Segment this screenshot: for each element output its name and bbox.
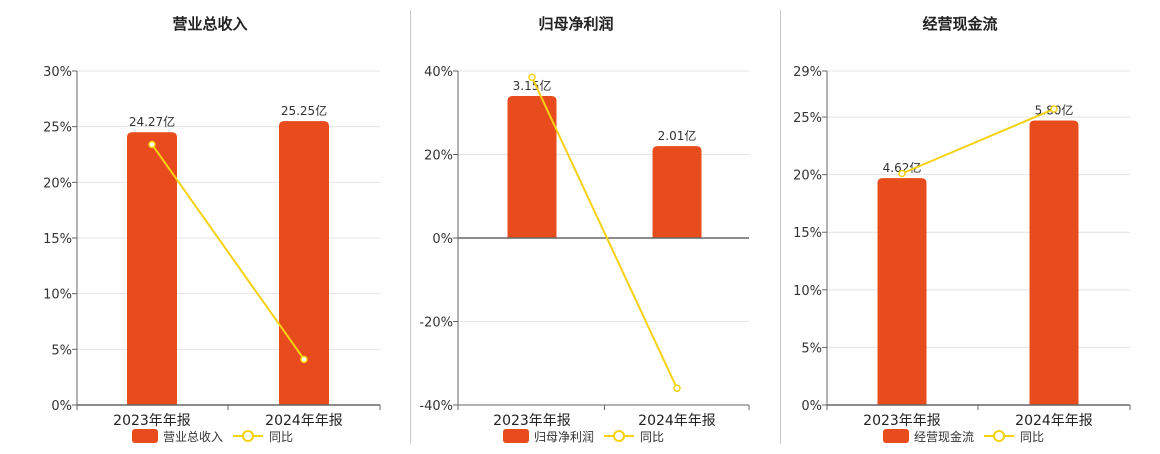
chart-panel-revenue: 营业总收入 0% 5% 10% 15% 20% 25% 30% 24.27亿 25.25亿 2023… xyxy=(0,0,410,450)
yoy-point xyxy=(1050,105,1058,113)
chart-panel-net-profit: 归母净利润 -40% -20% 0% 20% 40% 3.15亿 2.01亿 2023年年报 20… xyxy=(411,0,780,450)
y-tick-label: 40% xyxy=(424,65,453,80)
bar-data-label: 2.01亿 xyxy=(658,128,697,143)
y-tick-label: 20% xyxy=(43,176,72,191)
legend-line-marker xyxy=(613,430,625,442)
y-tick-label: 15% xyxy=(43,232,72,247)
bar xyxy=(1029,120,1079,405)
y-tick-label: 20% xyxy=(424,149,453,164)
chart-title: 营业总收入 xyxy=(172,15,247,33)
revenue-chart: 营业总收入 0% 5% 10% 15% 20% 25% 30% 24.27亿 25.25亿 2023… xyxy=(43,15,381,444)
bar xyxy=(652,146,702,238)
bar xyxy=(127,132,177,405)
y-tick-label: 29% xyxy=(793,65,822,80)
y-tick-label: 5% xyxy=(51,343,72,358)
y-tick-label: 25% xyxy=(43,121,72,136)
x-tick-label: 2024年年报 xyxy=(265,413,343,429)
legend-label-bar: 营业总收入 xyxy=(163,430,223,444)
bar xyxy=(507,96,557,238)
x-tick-label: 2024年年报 xyxy=(638,413,716,429)
x-tick-label: 2023年年报 xyxy=(493,413,571,429)
yoy-point xyxy=(528,73,536,82)
y-tick-label: -20% xyxy=(419,316,453,331)
x-tick-label: 2024年年报 xyxy=(1015,413,1093,429)
legend-line-marker xyxy=(242,430,254,442)
yoy-point xyxy=(673,384,681,393)
y-tick-label: 15% xyxy=(793,226,822,241)
legend-bar-swatch xyxy=(503,429,529,443)
yoy-line xyxy=(151,143,305,360)
bar xyxy=(279,121,329,405)
y-tick-label: 10% xyxy=(793,284,822,299)
panel-divider xyxy=(410,10,411,444)
y-tick-label: 0% xyxy=(801,399,822,414)
yoy-line xyxy=(531,76,678,389)
yoy-point xyxy=(898,169,906,178)
bar-data-label: 3.15亿 xyxy=(513,78,552,93)
y-tick-label: 0% xyxy=(432,232,453,247)
chart-title: 经营现金流 xyxy=(922,15,997,33)
bar-data-label: 24.27亿 xyxy=(129,114,175,129)
y-tick-label: 30% xyxy=(43,65,72,80)
legend-label-bar: 经营现金流 xyxy=(914,429,974,444)
panel-divider xyxy=(780,10,781,444)
bar xyxy=(877,178,927,405)
yoy-point xyxy=(300,355,308,364)
y-tick-label: 25% xyxy=(793,111,822,126)
yoy-line xyxy=(901,108,1055,175)
legend-label-bar: 归母净利润 xyxy=(534,430,594,444)
y-tick-label: 20% xyxy=(793,169,822,184)
legend-label-line: 同比 xyxy=(640,430,664,444)
legend-line-marker xyxy=(993,430,1005,442)
y-tick-label: 5% xyxy=(801,341,822,356)
chart-panel-cash-flow: 经营现金流0%5%10%15%20%25%29%4.62亿5.80亿2023年年… xyxy=(781,0,1160,450)
legend-label-line: 同比 xyxy=(269,430,293,444)
y-tick-label: 10% xyxy=(43,288,72,303)
chart-title: 归母净利润 xyxy=(538,15,613,33)
bar-data-label: 25.25亿 xyxy=(281,103,327,118)
net-profit-chart: 归母净利润 -40% -20% 0% 20% 40% 3.15亿 2.01亿 2023年年报 20… xyxy=(419,15,750,444)
legend-bar-swatch xyxy=(132,429,158,443)
legend-bar-swatch xyxy=(883,429,909,443)
y-tick-label: 0% xyxy=(51,399,72,414)
bar-data-label: 4.62亿 xyxy=(883,160,922,175)
cash-flow-chart: 经营现金流0%5%10%15%20%25%29%4.62亿5.80亿2023年年… xyxy=(793,15,1131,444)
y-tick-label: -40% xyxy=(419,399,453,414)
yoy-point xyxy=(148,140,156,149)
x-tick-label: 2023年年报 xyxy=(113,413,191,429)
legend-label-line: 同比 xyxy=(1020,430,1044,444)
x-tick-label: 2023年年报 xyxy=(863,413,941,429)
